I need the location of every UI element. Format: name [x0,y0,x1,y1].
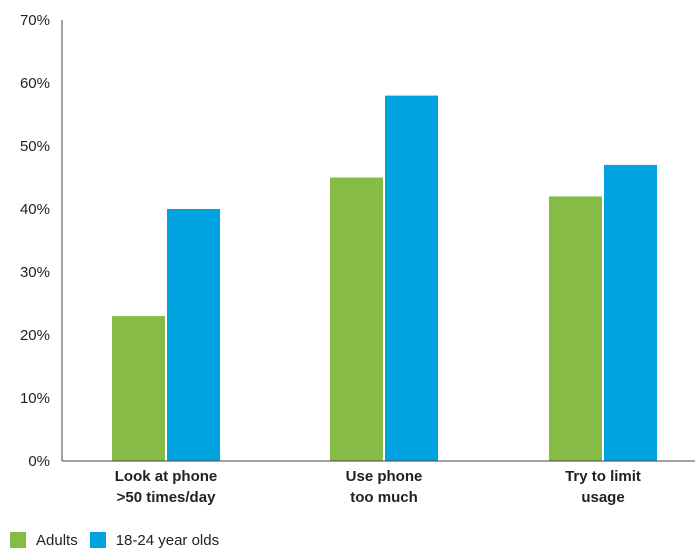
y-tick-label: 10% [20,390,50,407]
category-label: Look at phone >50 times/day [115,468,218,506]
axes [61,20,695,462]
legend-swatch-young [89,532,106,548]
bar-young-0 [167,209,220,461]
bar-young-2 [604,164,657,461]
y-tick-label: 30% [20,264,50,281]
category-labels: Look at phone >50 times/day Use phone too m… [115,468,641,506]
legend-label-adults: Adults [36,531,78,549]
y-tick-label: 70% [20,12,50,29]
legend-item-young: 18-24 year olds [89,531,220,549]
y-tick-label: 60% [20,75,50,92]
category-label: Try to limit usage [565,468,641,506]
bar-adults-2 [549,196,602,461]
legend: Adults 18-24 year olds [10,530,231,550]
legend-swatch-adults [10,532,26,548]
y-tick-label: 0% [28,453,50,470]
bars [112,95,657,461]
bar-adults-1 [330,177,383,461]
y-tick-label: 50% [20,138,50,155]
legend-item-adults: Adults [10,532,78,549]
legend-label-young: 18-24 year olds [115,531,220,549]
y-axis-ticks: 0% 10% 20% 30% 40% 50% 60% 70% [20,12,50,470]
bar-adults-0 [112,316,165,461]
category-label: Use phone too much [346,468,423,506]
bar-young-1 [385,95,438,461]
y-tick-label: 20% [20,327,50,344]
y-tick-label: 40% [20,201,50,218]
